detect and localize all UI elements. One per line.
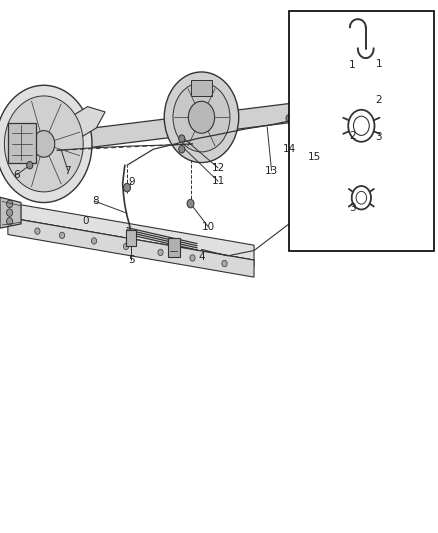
Text: 2: 2 <box>375 95 382 104</box>
Text: 14: 14 <box>283 144 296 154</box>
Circle shape <box>35 228 40 235</box>
Circle shape <box>7 217 13 225</box>
Text: 10: 10 <box>201 222 215 231</box>
Text: 3: 3 <box>349 203 356 213</box>
Text: 15: 15 <box>308 152 321 162</box>
Polygon shape <box>0 197 21 228</box>
Text: 3: 3 <box>375 132 382 142</box>
Circle shape <box>340 80 348 90</box>
Circle shape <box>7 200 13 208</box>
Bar <box>126 230 136 246</box>
Text: 0: 0 <box>82 216 88 226</box>
Circle shape <box>158 249 163 256</box>
Circle shape <box>179 135 185 142</box>
Circle shape <box>27 161 33 169</box>
Bar <box>168 238 180 257</box>
Text: 1: 1 <box>375 59 382 69</box>
Circle shape <box>124 243 129 249</box>
Circle shape <box>4 96 83 192</box>
Text: 12: 12 <box>212 163 225 173</box>
Polygon shape <box>8 203 254 260</box>
Circle shape <box>33 131 55 157</box>
Polygon shape <box>8 217 254 266</box>
Circle shape <box>340 113 348 123</box>
Circle shape <box>164 72 239 163</box>
Circle shape <box>124 183 131 192</box>
Circle shape <box>187 199 194 208</box>
Circle shape <box>0 85 92 203</box>
Bar <box>8 123 36 163</box>
Text: 9: 9 <box>128 177 135 187</box>
Bar <box>331 92 349 112</box>
Circle shape <box>92 238 97 244</box>
Text: 11: 11 <box>212 176 225 186</box>
Circle shape <box>364 130 372 139</box>
Bar <box>191 80 212 96</box>
Text: 13: 13 <box>265 166 278 175</box>
Circle shape <box>190 255 195 261</box>
Circle shape <box>7 209 13 216</box>
Text: 8: 8 <box>92 197 99 206</box>
Circle shape <box>354 84 382 118</box>
Circle shape <box>222 260 227 266</box>
Circle shape <box>326 51 410 152</box>
Circle shape <box>286 115 292 122</box>
Text: 5: 5 <box>128 255 135 265</box>
Polygon shape <box>8 217 254 277</box>
Text: 4: 4 <box>198 252 205 262</box>
Text: 1: 1 <box>349 60 356 70</box>
Circle shape <box>179 146 185 153</box>
Text: 6: 6 <box>13 170 20 180</box>
Circle shape <box>173 83 230 152</box>
Circle shape <box>188 101 215 133</box>
Polygon shape <box>64 97 342 151</box>
Circle shape <box>388 113 396 123</box>
Polygon shape <box>70 107 105 139</box>
Text: 2: 2 <box>349 131 356 141</box>
Circle shape <box>364 63 372 73</box>
Circle shape <box>60 232 65 239</box>
Circle shape <box>388 80 396 90</box>
Circle shape <box>360 92 376 111</box>
Bar <box>289 11 434 251</box>
Text: 7: 7 <box>64 166 71 175</box>
